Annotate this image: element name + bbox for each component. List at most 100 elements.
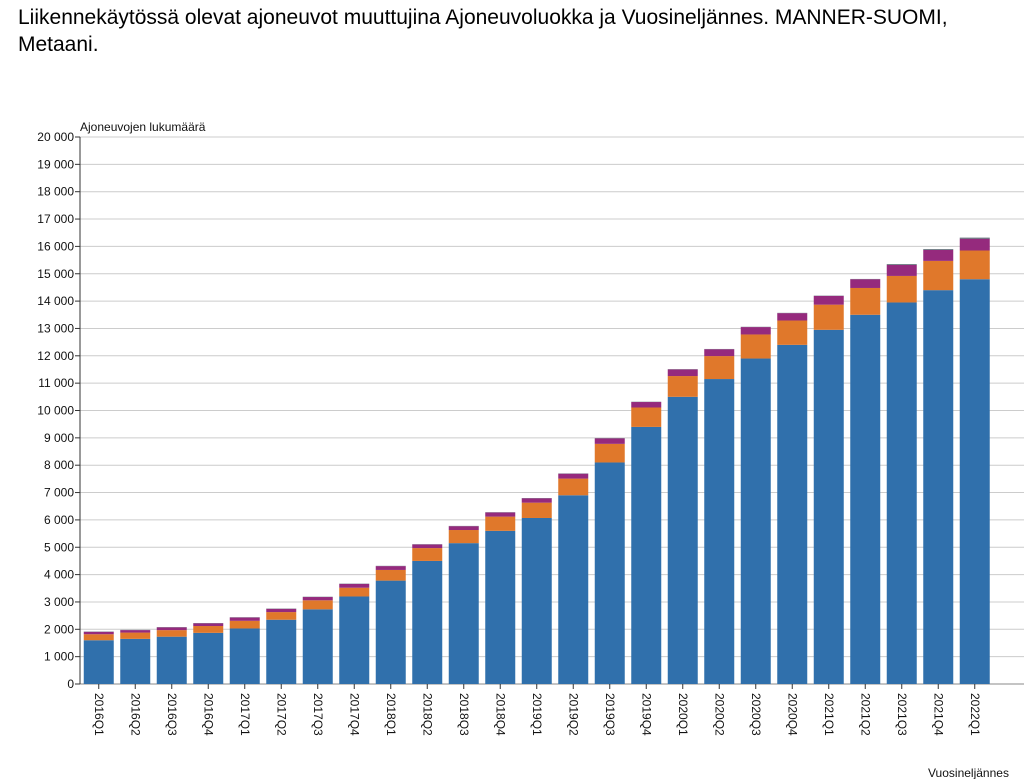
bar-segment xyxy=(266,608,297,613)
y-tick-label: 3 000 xyxy=(44,595,74,609)
bar-segment xyxy=(594,443,625,463)
bar-segment xyxy=(558,478,589,496)
bar-segment xyxy=(339,583,370,588)
bar-segment xyxy=(448,530,479,544)
bar-segment xyxy=(448,526,479,531)
x-tick-label: 2016Q4 xyxy=(201,693,215,736)
bar-segment xyxy=(375,566,406,570)
bar-segment xyxy=(558,473,589,479)
bar-segment xyxy=(302,600,333,610)
y-tick-label: 19 000 xyxy=(37,157,74,171)
y-tick-label: 13 000 xyxy=(37,321,74,335)
x-tick-label: 2022Q1 xyxy=(968,693,982,736)
x-tick-label: 2017Q1 xyxy=(238,693,252,736)
bar-segment xyxy=(521,502,552,518)
x-tick-label: 2020Q4 xyxy=(785,693,799,736)
bar-segment xyxy=(886,264,917,276)
bar-segment xyxy=(120,632,151,639)
bar-segment xyxy=(813,329,844,684)
y-tick-label: 4 000 xyxy=(44,568,74,582)
x-tick-label: 2018Q1 xyxy=(384,693,398,736)
bar-segment xyxy=(959,238,990,251)
bar-segment xyxy=(558,495,589,684)
x-tick-label: 2019Q4 xyxy=(639,693,653,736)
y-tick-label: 6 000 xyxy=(44,513,74,527)
bar-segment xyxy=(375,569,406,581)
x-tick-label: 2019Q2 xyxy=(566,693,580,736)
bar-segment xyxy=(412,544,443,549)
bar-segment xyxy=(959,237,990,239)
y-tick-label: 11 000 xyxy=(38,376,74,390)
x-tick-label: 2020Q2 xyxy=(712,693,726,736)
y-tick-label: 9 000 xyxy=(44,431,74,445)
bar-segment xyxy=(521,517,552,684)
bar-segment xyxy=(156,627,187,631)
y-tick-label: 0 xyxy=(67,677,74,691)
bar-segment xyxy=(339,596,370,684)
bar-segment xyxy=(83,640,114,684)
bar-segment xyxy=(521,498,552,503)
bar-segment xyxy=(667,376,698,397)
bar-segment xyxy=(412,548,443,561)
bar-segment xyxy=(923,260,954,291)
x-tick-label: 2020Q1 xyxy=(676,693,690,736)
y-tick-label: 8 000 xyxy=(44,458,74,472)
x-tick-label: 2018Q3 xyxy=(457,693,471,736)
bar-segment xyxy=(631,407,662,427)
x-tick-label: 2021Q3 xyxy=(895,693,909,736)
bar-segment xyxy=(740,334,771,359)
bar-segment xyxy=(850,287,881,315)
y-tick-label: 7 000 xyxy=(44,486,74,500)
bar-segment xyxy=(923,290,954,684)
y-tick-label: 14 000 xyxy=(37,294,74,308)
bar-segment xyxy=(704,349,735,357)
bar-segment xyxy=(886,302,917,684)
y-axis-ticks: 0 1 000 2 000 3 000 4 000 5 000 6 000 7 000 8 00… xyxy=(37,130,81,691)
bar-segment xyxy=(412,560,443,684)
x-tick-label: 2016Q1 xyxy=(92,693,106,736)
x-tick-label: 2016Q3 xyxy=(165,693,179,736)
x-tick-label: 2021Q4 xyxy=(931,693,945,736)
bar-segment xyxy=(302,597,333,601)
bar-segment xyxy=(959,279,990,684)
bar-segment xyxy=(229,617,260,621)
bar-segment xyxy=(777,344,808,684)
y-tick-label: 10 000 xyxy=(37,404,74,418)
x-tick-label: 2019Q1 xyxy=(530,693,544,736)
bar-segment xyxy=(631,402,662,408)
y-tick-label: 12 000 xyxy=(37,349,74,363)
bar-segment xyxy=(704,379,735,684)
y-tick-label: 1 000 xyxy=(44,650,74,664)
gridlines xyxy=(80,136,1024,685)
bar-segment xyxy=(266,619,297,684)
bar-segment xyxy=(850,314,881,684)
bar-segment xyxy=(777,313,808,321)
x-tick-label: 2017Q3 xyxy=(311,693,325,736)
bar-segment xyxy=(886,264,917,265)
bars xyxy=(83,237,990,684)
x-axis-ticks: 2016Q1 2016Q2 2016Q3 2016Q4 2017Q1 2017Q2 2017… xyxy=(92,684,982,736)
bar-segment xyxy=(959,250,990,280)
bar-segment xyxy=(120,638,151,684)
bar-segment xyxy=(448,543,479,684)
y-tick-label: 18 000 xyxy=(37,185,74,199)
x-tick-label: 2017Q4 xyxy=(347,693,361,736)
bar-segment xyxy=(777,320,808,345)
x-tick-label: 2018Q4 xyxy=(493,693,507,736)
x-tick-label: 2016Q2 xyxy=(128,693,142,736)
bar-segment xyxy=(485,516,516,531)
x-tick-label: 2021Q1 xyxy=(822,693,836,736)
x-tick-label: 2019Q3 xyxy=(603,693,617,736)
x-tick-label: 2017Q2 xyxy=(274,693,288,736)
bar-segment xyxy=(813,295,844,305)
chart-title: Liikennekäytössä olevat ajoneuvot muuttu… xyxy=(18,6,948,56)
y-tick-label: 5 000 xyxy=(44,540,74,554)
bar-segment xyxy=(302,609,333,684)
y-axis-title: Ajoneuvojen lukumäärä xyxy=(80,120,206,134)
x-tick-label: 2018Q2 xyxy=(420,693,434,736)
bar-segment xyxy=(850,279,881,288)
bar-segment xyxy=(923,249,954,250)
bar-segment xyxy=(485,530,516,684)
x-tick-label: 2020Q3 xyxy=(749,693,763,736)
